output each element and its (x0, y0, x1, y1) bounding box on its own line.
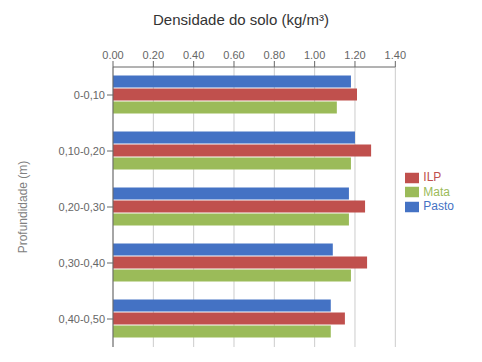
svg-text:0,30-0,40: 0,30-0,40 (59, 257, 105, 269)
svg-text:1.40: 1.40 (385, 49, 406, 61)
svg-text:1.20: 1.20 (344, 49, 365, 61)
svg-text:0.60: 0.60 (223, 49, 244, 61)
svg-text:0,10-0,20: 0,10-0,20 (59, 145, 105, 157)
svg-text:0,40-0,50: 0,40-0,50 (59, 313, 105, 325)
svg-text:0.20: 0.20 (143, 49, 164, 61)
html-text:Densidade do solo (kg/m³): Densidade do solo (kg/m³) (153, 11, 329, 28)
html-text:Mata: Mata (423, 184, 450, 199)
svg-text:0-0,10: 0-0,10 (74, 89, 105, 101)
html-text:ILP: ILP (423, 169, 442, 184)
html-text:Pasto: Pasto (423, 199, 454, 214)
svg-text:0.40: 0.40 (183, 49, 204, 61)
svg-text:1.00: 1.00 (304, 49, 325, 61)
svg-text:0,20-0,30: 0,20-0,30 (59, 201, 105, 213)
svg-text:0.80: 0.80 (264, 49, 285, 61)
svg-text:Profundidade (m): Profundidade (m) (16, 161, 30, 254)
svg-text:0.00: 0.00 (102, 49, 123, 61)
